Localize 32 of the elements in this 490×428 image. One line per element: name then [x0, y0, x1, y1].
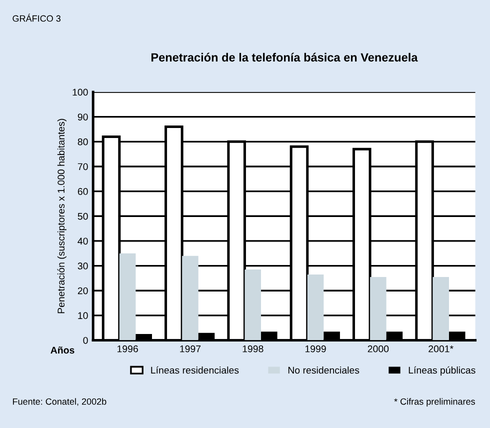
x-tick-label: 2001* [428, 345, 454, 352]
x-tick-label: 1996 [117, 345, 138, 352]
y-tick-label: 20 [78, 287, 88, 294]
y-tick-label: 70 [78, 163, 88, 170]
y-axis-title: Penetración (suscriptores x 1.000 habitantes) [57, 118, 66, 314]
y-tick-label: 30 [78, 262, 88, 270]
bar [119, 253, 136, 340]
source-note: Fuente: Conatel, 2002b [12, 398, 106, 406]
text: * Cifras preliminares [394, 398, 475, 407]
x-tick-label: 1997 [180, 345, 201, 352]
bar [307, 274, 324, 340]
chart-title: Penetración de la telefonía básica en Venezuela [151, 52, 418, 62]
y-tick-label: 80 [78, 138, 88, 146]
y-tick-label: 100 [72, 88, 88, 96]
legend-label: Líneas residenciales [151, 366, 239, 374]
x-tick-label: 1998 [242, 345, 264, 352]
bar [244, 270, 262, 340]
y-tick-label: 60 [78, 188, 88, 195]
bar [182, 256, 198, 340]
x-tick-label: 2000 [368, 345, 389, 352]
legend-label: Líneas públicas [408, 366, 476, 376]
y-tick-label: 50 [78, 212, 88, 220]
y-tick-label: 40 [78, 238, 88, 245]
bar [432, 276, 449, 340]
legend-label: No residenciales [288, 366, 360, 374]
y-tick-label: 90 [78, 114, 88, 120]
bar [370, 276, 386, 340]
text: GRÁFICO 3 [12, 14, 61, 22]
y-tick-label: 10 [78, 312, 88, 320]
x-axis-title: Años [50, 346, 74, 354]
x-tick-label: 1999 [305, 345, 326, 352]
y-tick-label: 0 [83, 336, 88, 344]
